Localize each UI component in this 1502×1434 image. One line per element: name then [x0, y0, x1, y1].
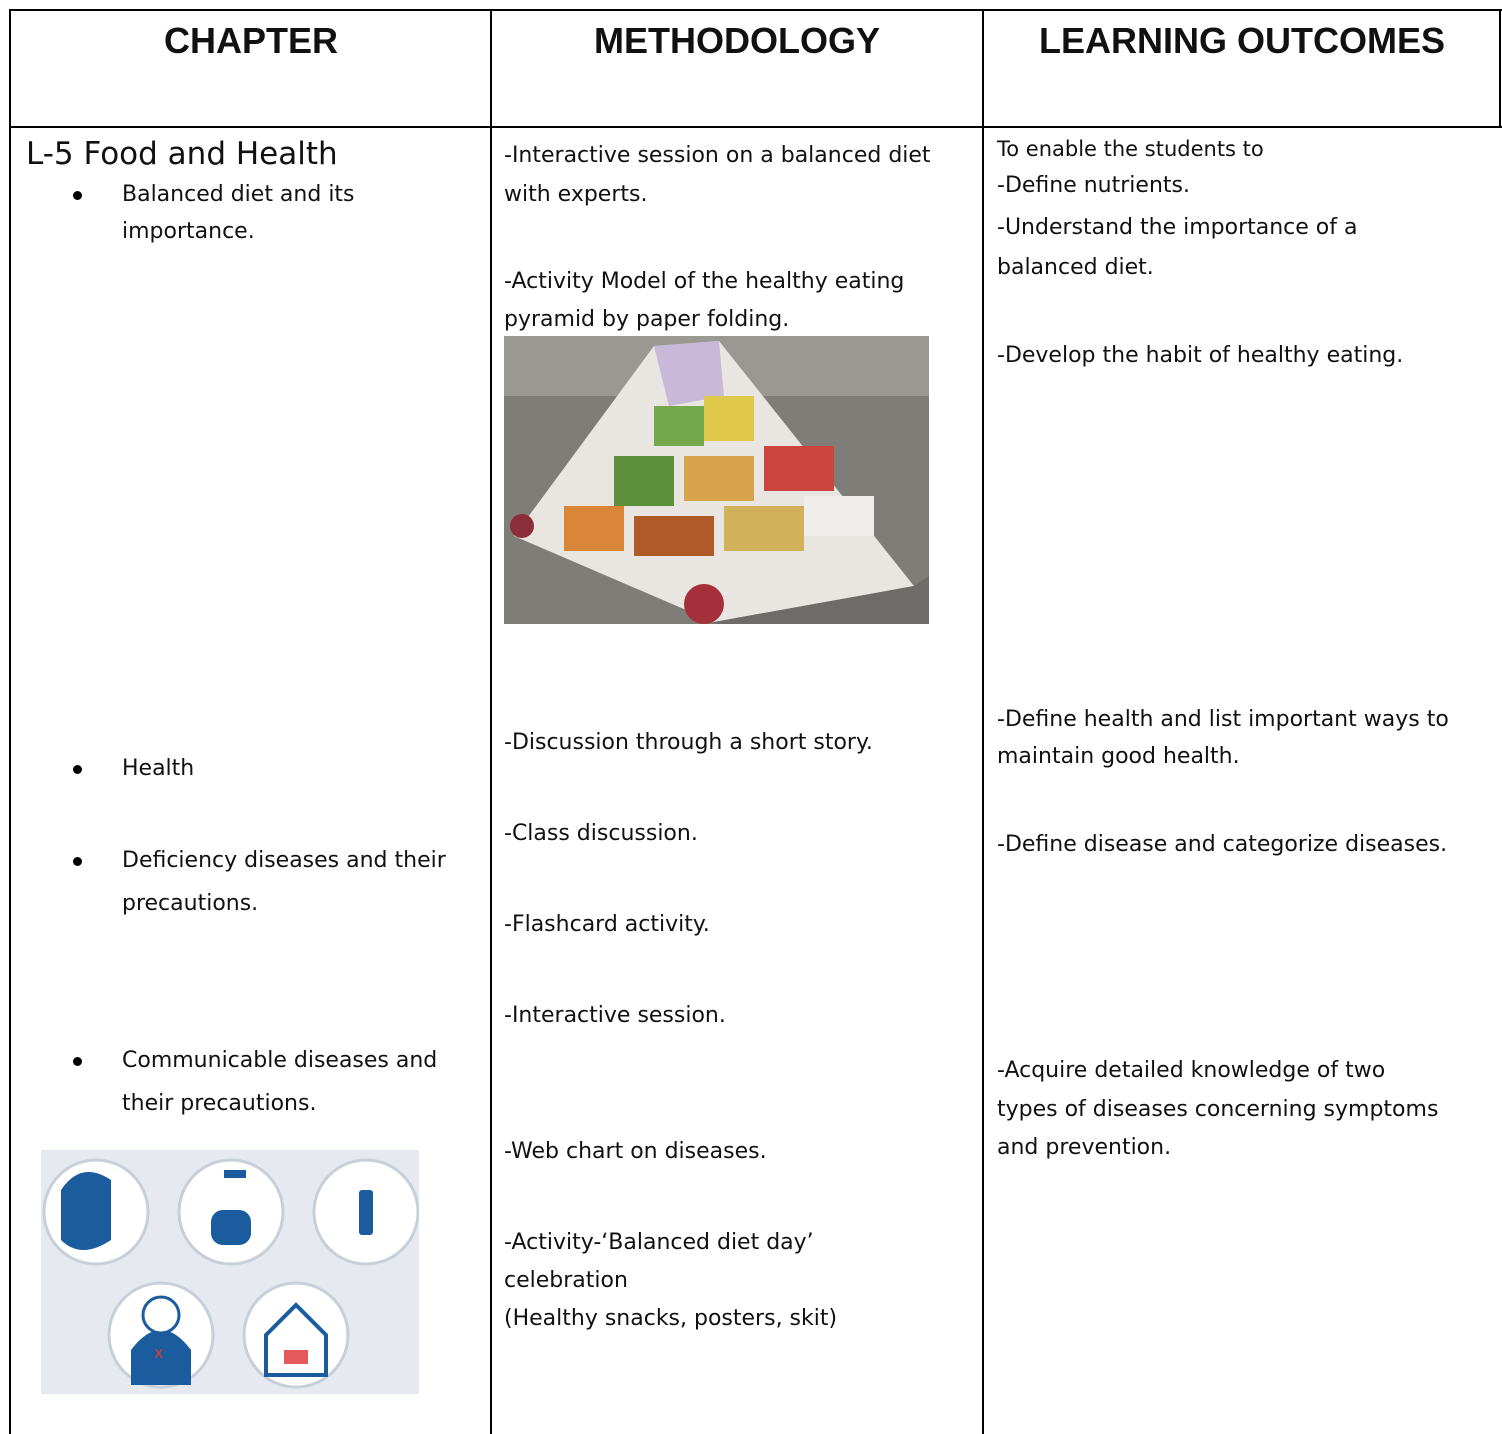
topic-line: importance. — [122, 219, 255, 244]
outcome-line: and prevention. — [997, 1135, 1172, 1160]
table-border — [490, 9, 492, 1434]
methodology-line: -Web chart on diseases. — [504, 1139, 767, 1164]
outcome-line: types of diseases concerning symptoms — [997, 1097, 1439, 1122]
bullet — [73, 765, 82, 774]
methodology-line: -Activity Model of the healthy eating — [504, 269, 905, 294]
column-header: CHAPTER — [163, 20, 338, 61]
outcome-line: -Acquire detailed knowledge of two — [997, 1058, 1386, 1083]
outcome-line: -Define nutrients. — [997, 173, 1190, 198]
table-border — [9, 9, 1502, 11]
methodology-line: (Healthy snacks, posters, skit) — [504, 1306, 838, 1331]
outcome-line: -Develop the habit of healthy eating. — [997, 343, 1404, 368]
outcome-line: -Understand the importance of a — [997, 215, 1358, 240]
bullet — [73, 857, 82, 866]
topic-line: Balanced diet and its — [122, 182, 355, 207]
methodology-line: -Activity-‘Balanced diet day’ — [504, 1230, 814, 1255]
table-border — [9, 9, 11, 1434]
methodology-line: -Interactive session on a balanced diet — [504, 143, 931, 168]
column-header: LEARNING OUTCOMES — [1038, 20, 1445, 61]
methodology-line: with experts. — [504, 182, 648, 207]
outcomes-intro: To enable the students to — [997, 137, 1264, 161]
topic-line: Health — [122, 756, 195, 781]
bullet — [73, 1057, 82, 1066]
bullet — [73, 191, 82, 200]
table-border — [982, 9, 984, 1434]
methodology-line: -Flashcard activity. — [504, 912, 710, 937]
chapter-title: L-5 Food and Health — [26, 136, 338, 172]
topic-line: their precautions. — [122, 1091, 317, 1116]
table-border — [9, 126, 1502, 128]
outcome-line: maintain good health. — [997, 744, 1240, 769]
topic-line: precautions. — [122, 891, 259, 916]
methodology-line: -Interactive session. — [504, 1003, 726, 1028]
outcome-line: -Define health and list important ways t… — [997, 707, 1449, 732]
methodology-line: pyramid by paper folding. — [504, 307, 790, 332]
outcome-line: balanced diet. — [997, 255, 1154, 280]
svg-text:x: x — [154, 1343, 163, 1362]
topic-line: Deficiency diseases and their — [122, 848, 446, 873]
pyramid-photo — [504, 336, 929, 624]
methodology-line: celebration — [504, 1268, 628, 1293]
methodology-line: -Class discussion. — [504, 821, 698, 846]
column-header: METHODOLOGY — [594, 20, 880, 61]
methodology-line: -Discussion through a short story. — [504, 730, 873, 755]
hygiene-icons: x — [41, 1150, 419, 1394]
topic-line: Communicable diseases and — [122, 1048, 438, 1073]
outcome-line: -Define disease and categorize diseases. — [997, 832, 1448, 857]
table-border — [1499, 9, 1501, 128]
